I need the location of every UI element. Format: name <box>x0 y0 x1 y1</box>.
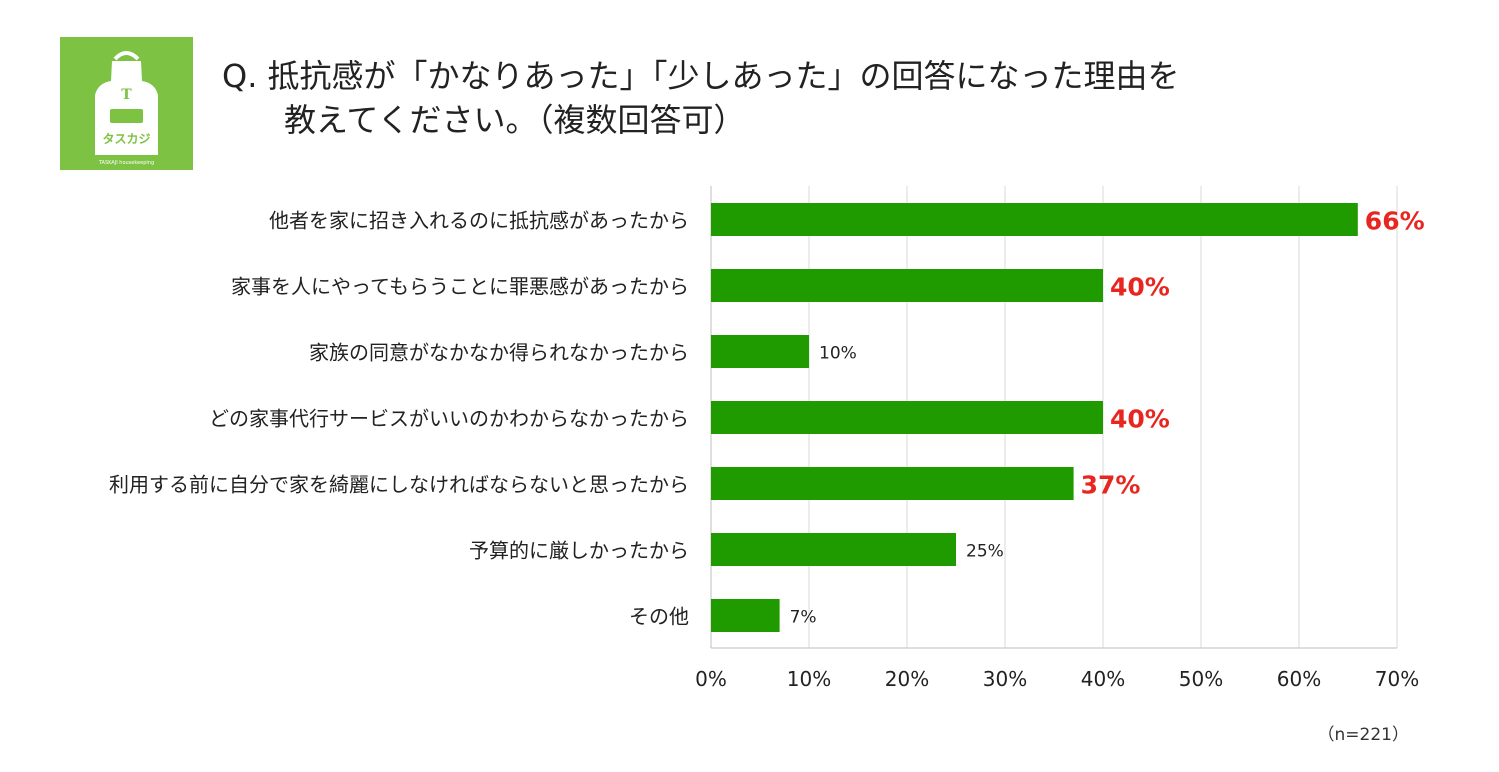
x-tick-label: 10% <box>787 667 831 691</box>
bar <box>711 203 1358 236</box>
x-tick-label: 20% <box>885 667 929 691</box>
logo-name: タスカジ <box>102 132 150 146</box>
x-tick-label: 30% <box>983 667 1027 691</box>
x-tick-label: 40% <box>1081 667 1125 691</box>
category-label: 他者を家に招き入れるのに抵抗感があったから <box>269 209 689 233</box>
category-label: 家族の同意がなかなか得られなかったから <box>309 341 689 365</box>
bar <box>711 335 809 368</box>
data-label: 40% <box>1110 405 1170 434</box>
category-label: その他 <box>629 605 689 629</box>
logo-letter: T <box>121 87 132 103</box>
bar <box>711 401 1103 434</box>
bar <box>711 533 956 566</box>
category-label: 予算的に厳しかったから <box>469 539 689 563</box>
data-label: 10% <box>819 344 857 364</box>
chart-title-line2: 教えてください。（複数回答可） <box>284 101 746 139</box>
data-label: 7% <box>790 608 817 628</box>
sample-size-note: （n=221） <box>1317 725 1409 745</box>
logo-tagline: TASKAJI housekeeping <box>98 160 154 166</box>
data-label: 66% <box>1365 207 1425 236</box>
bar <box>711 269 1103 302</box>
bar <box>711 467 1074 500</box>
data-label: 25% <box>966 542 1004 562</box>
chart-title: Q. 抵抗感が「かなりあった」「少しあった」の回答になった理由を 教えてください… <box>222 54 1462 142</box>
x-tick-label: 70% <box>1375 667 1419 691</box>
category-label: どの家事代行サービスがいいのかわからなかったから <box>209 407 689 431</box>
x-tick-label: 50% <box>1179 667 1223 691</box>
data-label: 40% <box>1110 273 1170 302</box>
chart-title-line1: Q. 抵抗感が「かなりあった」「少しあった」の回答になった理由を <box>222 57 1180 95</box>
category-label: 利用する前に自分で家を綺麗にしなければならないと思ったから <box>109 473 689 497</box>
category-label: 家事を人にやってもらうことに罪悪感があったから <box>231 275 689 299</box>
x-tick-label: 0% <box>695 667 727 691</box>
taskaji-logo: T タスカジ TASKAJI housekeeping <box>60 37 193 170</box>
bar <box>711 599 780 632</box>
x-tick-label: 60% <box>1277 667 1321 691</box>
apron-icon: T タスカジ TASKAJI housekeeping <box>95 51 158 166</box>
data-label: 37% <box>1081 471 1141 500</box>
